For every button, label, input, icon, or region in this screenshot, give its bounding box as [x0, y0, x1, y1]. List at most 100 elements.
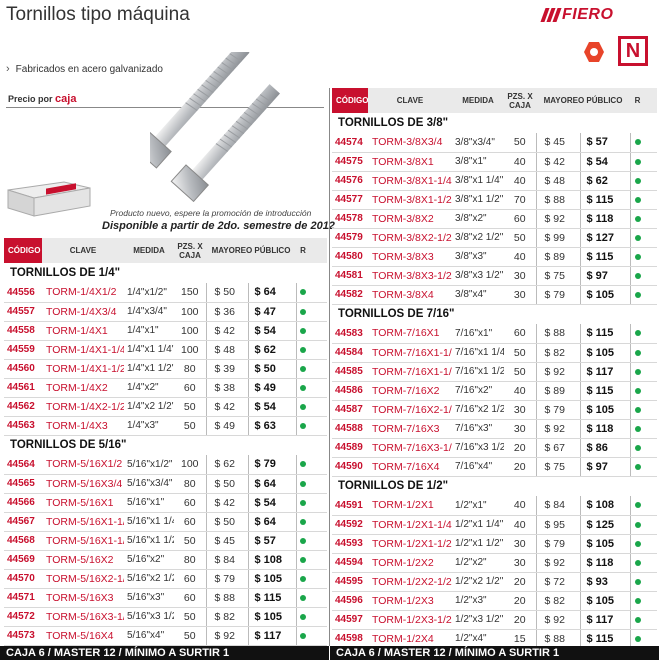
product-key: TORM-5/16X1/2	[42, 455, 124, 475]
section-header: TORNILLOS DE 7/16"	[332, 304, 657, 324]
product-key: TORM-7/16X1-1/2	[368, 362, 452, 382]
product-code: 44585	[332, 362, 368, 382]
wholesale-price: $ 48	[205, 340, 248, 360]
product-size: 7/16"x3 1/2"	[452, 438, 504, 458]
retail-price: $ 118	[579, 209, 630, 229]
table-row: 44558 TORM-1/4X1 1/4"x1" 100 $ 42 $ 54	[4, 321, 327, 341]
status-dot-icon	[634, 291, 641, 298]
retail-price: $ 115	[579, 381, 630, 401]
product-size: 1/4"x3"	[124, 416, 174, 436]
wholesale-price: $ 50	[205, 474, 248, 494]
product-code: 44589	[332, 438, 368, 458]
status-dot-icon	[634, 253, 641, 260]
product-code: 44593	[332, 534, 368, 554]
product-code: 44574	[332, 133, 368, 153]
product-key: TORM-7/16X1-1/4	[368, 343, 452, 363]
retail-price: $ 97	[579, 457, 630, 477]
status-dot-icon	[300, 613, 307, 620]
status-dot-icon	[634, 177, 641, 184]
availability-cell	[629, 438, 645, 458]
brand-name: FIERO	[562, 6, 614, 23]
pieces-per-box: 30	[504, 419, 536, 439]
product-size: 1/2"x2"	[452, 553, 504, 573]
availability-cell	[295, 302, 310, 322]
retail-price: $ 63	[247, 416, 296, 436]
pieces-per-box: 40	[504, 496, 536, 516]
status-dot-icon	[634, 349, 641, 356]
retail-price: $ 108	[247, 550, 296, 570]
wholesale-price: $ 42	[205, 321, 248, 341]
section-header: TORNILLOS DE 1/2"	[332, 476, 657, 496]
product-key: TORM-3/8X3-1/2	[368, 266, 452, 286]
pieces-per-box: 20	[504, 572, 536, 592]
product-size: 5/16"x2 1/2"	[124, 569, 174, 589]
availability-cell	[295, 321, 310, 341]
pieces-per-box: 40	[504, 247, 536, 267]
table-row: 44563 TORM-1/4X3 1/4"x3" 50 $ 49 $ 63	[4, 416, 327, 436]
pieces-per-box: 20	[504, 610, 536, 630]
status-dot-icon	[634, 139, 641, 146]
availability-cell	[295, 550, 310, 570]
pieces-per-box: 50	[174, 607, 206, 627]
availability-cell	[629, 133, 645, 153]
availability-cell	[629, 400, 645, 420]
retail-price: $ 93	[579, 572, 630, 592]
product-code: 44583	[332, 324, 368, 344]
product-size: 5/16"x1/2"	[124, 455, 174, 475]
product-code: 44596	[332, 591, 368, 611]
product-size: 5/16"x3"	[124, 588, 174, 608]
availability-cell	[629, 591, 645, 611]
status-dot-icon	[634, 158, 641, 165]
wholesale-price: $ 42	[205, 493, 248, 513]
status-dot-icon	[634, 559, 641, 566]
wholesale-price: $ 92	[205, 626, 248, 646]
wholesale-price: $ 79	[535, 285, 580, 305]
pieces-per-box: 60	[174, 569, 206, 589]
availability-cell	[629, 266, 645, 286]
product-code: 44564	[4, 455, 42, 475]
table-row: 44560 TORM-1/4X1-1/2 1/4"x1 1/2" 80 $ 39 $ 50	[4, 359, 327, 379]
section-header: TORNILLOS DE 1/4"	[4, 263, 327, 283]
wholesale-price: $ 88	[535, 324, 580, 344]
product-key: TORM-1/2X1-1/2	[368, 534, 452, 554]
product-code: 44579	[332, 228, 368, 248]
status-dot-icon	[634, 635, 641, 642]
pieces-per-box: 50	[174, 626, 206, 646]
product-size: 7/16"x3"	[452, 419, 504, 439]
status-dot-icon	[634, 406, 641, 413]
product-code: 44594	[332, 553, 368, 573]
product-code: 44557	[4, 302, 42, 322]
status-dot-icon	[634, 463, 641, 470]
table-row: 44581 TORM-3/8X3-1/2 3/8"x3 1/2" 30 $ 75 $ 97	[332, 266, 657, 286]
wholesale-price: $ 72	[535, 572, 580, 592]
availability-cell	[295, 416, 310, 436]
product-key: TORM-3/8X2	[368, 209, 452, 229]
retail-price: $ 50	[247, 359, 296, 379]
pieces-per-box: 70	[504, 190, 536, 210]
product-code: 44568	[4, 531, 42, 551]
status-dot-icon	[300, 422, 307, 429]
pieces-per-box: 50	[174, 531, 206, 551]
product-size: 7/16"x1 1/2"	[452, 362, 504, 382]
product-size: 5/16"x4"	[124, 626, 174, 646]
product-key: TORM-1/4X1/2	[42, 283, 124, 303]
status-dot-icon	[634, 444, 641, 451]
header-mayoreo-publico: MAYOREO PÚBLICO	[536, 88, 630, 113]
product-size: 5/16"x1 1/4"	[124, 512, 174, 532]
status-dot-icon	[300, 461, 307, 468]
page-title: Tornillos tipo máquina	[6, 4, 190, 25]
pieces-per-box: 80	[174, 359, 206, 379]
table-row: 44589 TORM-7/16X3-1/2 7/16"x3 1/2" 20 $ 67 $ …	[332, 438, 657, 458]
product-size: 3/8"x3"	[452, 247, 504, 267]
status-dot-icon	[300, 327, 307, 334]
product-code: 44580	[332, 247, 368, 267]
pieces-per-box: 20	[504, 438, 536, 458]
retail-price: $ 49	[247, 378, 296, 398]
retail-price: $ 64	[247, 283, 296, 303]
table-row: 44557 TORM-1/4X3/4 1/4"x3/4" 100 $ 36 $ 47	[4, 302, 327, 322]
wholesale-price: $ 92	[535, 419, 580, 439]
pieces-per-box: 30	[504, 553, 536, 573]
status-dot-icon	[300, 499, 307, 506]
